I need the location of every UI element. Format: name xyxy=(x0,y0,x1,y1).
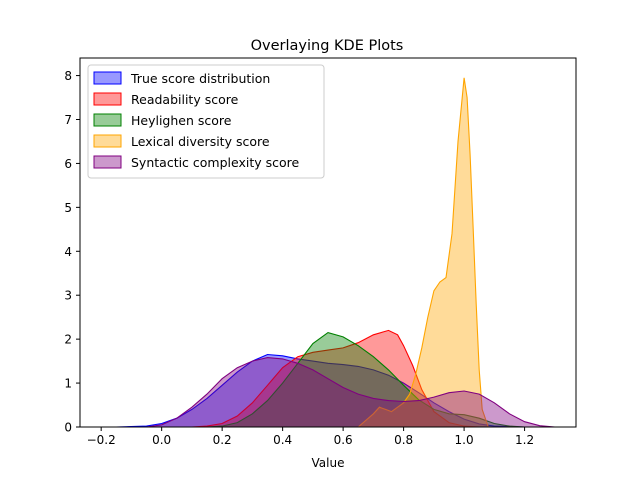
x-tick-label: 1.0 xyxy=(455,433,474,447)
x-tick-label: 0.0 xyxy=(152,433,171,447)
x-axis: −0.2 0.0 0.2 0.4 0.6 0.8 1.0 1.2 xyxy=(87,427,534,447)
legend-swatch-1 xyxy=(93,92,122,106)
x-tick-label: 0.2 xyxy=(213,433,232,447)
x-tick-label: 0.8 xyxy=(394,433,413,447)
legend-swatch-2 xyxy=(93,113,122,127)
y-tick-label: 3 xyxy=(64,289,72,303)
y-tick-label: 5 xyxy=(64,201,72,215)
y-tick-label: 2 xyxy=(64,333,72,347)
legend-swatch-0 xyxy=(93,71,122,85)
series-area-0 xyxy=(116,354,525,427)
x-tick-label: −0.2 xyxy=(87,433,116,447)
y-tick-label: 6 xyxy=(64,157,72,171)
plot-frame xyxy=(79,57,577,428)
series-line-4 xyxy=(146,357,555,428)
series-area-3 xyxy=(358,77,489,428)
y-tick-label: 1 xyxy=(64,377,72,391)
chart-title: Overlaying KDE Plots xyxy=(251,38,404,54)
legend-label-1: Readability score xyxy=(131,92,239,107)
y-tick-label: 8 xyxy=(64,69,72,83)
y-tick-label: 4 xyxy=(64,245,72,259)
series-line-2 xyxy=(206,331,525,428)
series-line-3 xyxy=(357,77,489,428)
y-tick-label: 7 xyxy=(64,113,72,127)
series-line-0 xyxy=(116,353,525,428)
series-area-4 xyxy=(146,357,555,427)
x-tick-label: 0.4 xyxy=(273,433,292,447)
legend-label-2: Heylighen score xyxy=(131,113,232,128)
legend-box xyxy=(87,64,325,179)
legend-label-4: Syntactic complexity score xyxy=(131,155,300,170)
legend-label-3: Lexical diversity score xyxy=(131,134,270,149)
x-tick-label: 0.6 xyxy=(334,433,353,447)
x-tick-label: 1.2 xyxy=(515,433,534,447)
y-tick-label: 0 xyxy=(64,421,72,435)
series-line-1 xyxy=(191,329,480,428)
series-area-2 xyxy=(207,332,525,427)
legend-swatch-3 xyxy=(93,134,122,148)
legend: True score distribution Readability score… xyxy=(87,64,325,179)
y-axis: 0 1 2 3 4 5 6 7 8 xyxy=(64,69,80,435)
legend-label-0: True score distribution xyxy=(130,71,270,86)
x-axis-label: Value xyxy=(312,456,345,470)
legend-swatch-4 xyxy=(93,155,122,169)
series-layer xyxy=(116,77,555,428)
